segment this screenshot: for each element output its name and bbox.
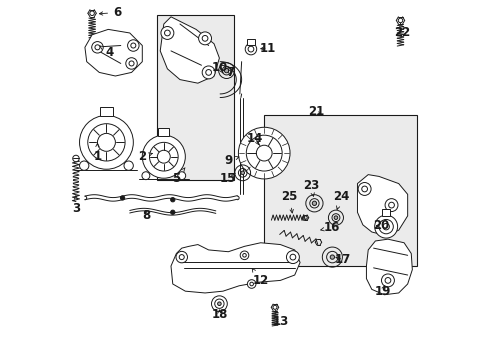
Text: 10: 10 — [211, 60, 227, 73]
Circle shape — [170, 210, 175, 215]
Bar — [158, 128, 169, 136]
Circle shape — [246, 135, 282, 171]
Bar — [264, 116, 416, 266]
Circle shape — [80, 116, 133, 169]
Circle shape — [202, 66, 215, 79]
Text: 25: 25 — [281, 190, 297, 213]
Circle shape — [157, 150, 170, 163]
Text: 4: 4 — [100, 46, 114, 59]
Circle shape — [92, 41, 103, 53]
Circle shape — [80, 161, 89, 170]
Text: 23: 23 — [302, 179, 318, 196]
Text: 13: 13 — [272, 310, 288, 328]
Text: 19: 19 — [374, 285, 390, 298]
Circle shape — [120, 196, 124, 200]
Text: 17: 17 — [334, 253, 350, 266]
Polygon shape — [171, 243, 300, 293]
Circle shape — [198, 32, 211, 45]
Circle shape — [170, 198, 175, 202]
Circle shape — [329, 255, 334, 259]
Circle shape — [384, 199, 397, 212]
Circle shape — [238, 127, 289, 179]
Bar — [381, 210, 389, 216]
Circle shape — [124, 161, 133, 170]
Text: 7: 7 — [225, 66, 234, 79]
Polygon shape — [160, 17, 219, 83]
Text: 3: 3 — [72, 196, 80, 215]
Circle shape — [312, 201, 316, 206]
Text: 21: 21 — [307, 105, 324, 118]
Text: 11: 11 — [259, 41, 275, 54]
Text: 6: 6 — [99, 6, 121, 19]
Circle shape — [73, 155, 79, 162]
Circle shape — [374, 215, 397, 238]
Circle shape — [241, 171, 244, 175]
Text: 15: 15 — [220, 172, 236, 185]
Circle shape — [97, 134, 115, 151]
Text: 20: 20 — [372, 219, 388, 233]
Circle shape — [127, 40, 139, 51]
Bar — [246, 39, 255, 45]
Circle shape — [88, 124, 125, 161]
Text: 2: 2 — [138, 150, 152, 163]
Bar — [100, 107, 113, 116]
Circle shape — [378, 220, 392, 234]
Text: 1: 1 — [93, 143, 102, 163]
Text: 8: 8 — [142, 210, 150, 222]
Text: 22: 22 — [393, 23, 409, 40]
Circle shape — [176, 251, 187, 263]
Polygon shape — [366, 239, 411, 295]
Circle shape — [142, 172, 149, 180]
Circle shape — [382, 224, 388, 230]
Text: 24: 24 — [332, 190, 349, 210]
Circle shape — [125, 58, 137, 69]
Circle shape — [217, 302, 221, 306]
Circle shape — [161, 27, 174, 40]
Circle shape — [247, 280, 255, 288]
Text: 18: 18 — [211, 308, 227, 321]
Polygon shape — [357, 175, 407, 235]
Circle shape — [149, 142, 178, 171]
Circle shape — [224, 68, 228, 73]
Circle shape — [381, 274, 394, 287]
Circle shape — [256, 145, 271, 161]
Circle shape — [357, 183, 370, 195]
Circle shape — [240, 251, 248, 260]
Circle shape — [333, 216, 337, 220]
Circle shape — [178, 172, 185, 180]
Circle shape — [286, 251, 299, 264]
Text: 14: 14 — [246, 132, 263, 145]
Text: 5: 5 — [172, 168, 184, 185]
Circle shape — [244, 43, 256, 55]
Text: 12: 12 — [252, 269, 268, 287]
Circle shape — [142, 135, 185, 178]
Bar — [156, 15, 233, 180]
Text: 16: 16 — [320, 221, 340, 234]
Text: 9: 9 — [224, 154, 239, 167]
Polygon shape — [85, 30, 142, 76]
